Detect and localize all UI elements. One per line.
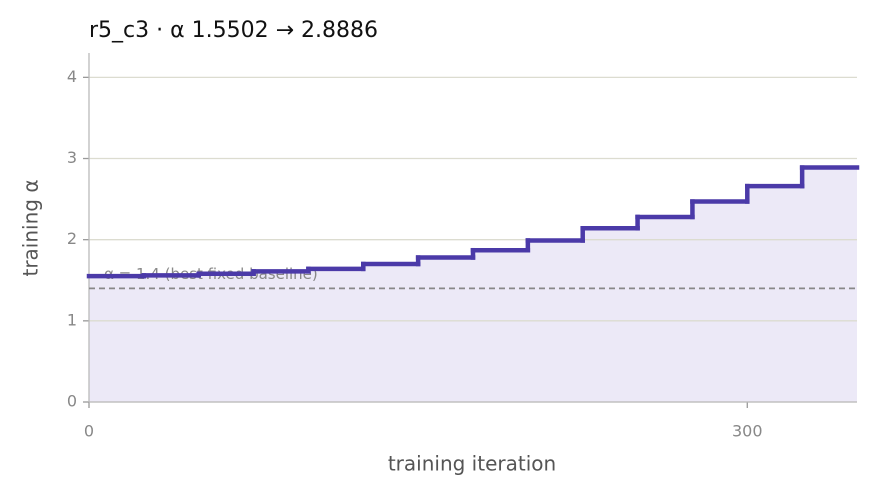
x-axis-label: training iteration xyxy=(388,452,556,476)
x-tick-label: 0 xyxy=(84,422,94,441)
y-tick-label: 2 xyxy=(67,229,77,248)
y-tick-label: 0 xyxy=(67,392,77,411)
y-tick-label: 3 xyxy=(67,148,77,167)
area-fill xyxy=(89,167,857,402)
y-tick-label: 4 xyxy=(67,67,77,86)
chart-title: r5_c3 · α 1.5502 → 2.8886 xyxy=(89,18,378,43)
y-axis-label: training α xyxy=(19,179,43,276)
x-tick-label: 300 xyxy=(732,422,763,441)
y-tick-label: 1 xyxy=(67,310,77,329)
